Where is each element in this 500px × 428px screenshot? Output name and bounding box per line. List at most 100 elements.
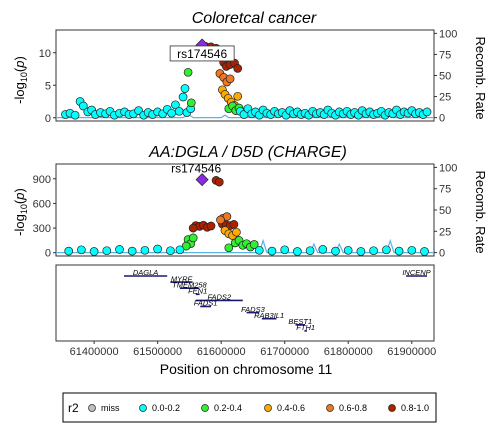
- snp-point: [267, 246, 277, 256]
- snp-point: [407, 245, 417, 255]
- y-tick-label: 10: [39, 48, 51, 60]
- x-tick-label: 61400000: [70, 346, 119, 358]
- gene-label: FADS3: [241, 305, 265, 314]
- snp-point: [254, 245, 264, 255]
- y-tick-label: 600: [33, 198, 51, 210]
- snp-point: [167, 108, 176, 118]
- snp-point: [153, 244, 162, 254]
- panel2-points: [64, 176, 429, 256]
- legend-label: 0.2-0.4: [214, 403, 242, 413]
- x-tick-label: 61700000: [260, 346, 309, 358]
- snp-point: [178, 92, 188, 102]
- panel2-ylabel: -log10(p): [12, 188, 29, 236]
- snp-point: [89, 247, 99, 256]
- snp-point: [280, 245, 290, 255]
- snp-point: [166, 246, 175, 256]
- y-tick-label: 900: [33, 174, 51, 186]
- y2-tick-label: 25: [439, 226, 451, 238]
- y2-tick-label: 100: [439, 162, 457, 174]
- snp-point: [293, 247, 302, 256]
- snp-point: [127, 246, 137, 256]
- gene-label: FTH1: [296, 323, 315, 332]
- legend-swatch: [388, 404, 396, 412]
- snp-point: [78, 101, 88, 111]
- panel1-y2-axis: 0 25 50 75 100: [434, 28, 457, 125]
- x-axis: 61400000 61500000 61600000 61700000 61800000…: [70, 341, 436, 358]
- y2-tick-label: 0: [439, 248, 445, 260]
- panel1-y2label: Recomb. Rate: [473, 36, 488, 119]
- snp-point: [216, 215, 225, 225]
- legend-swatch: [264, 404, 272, 412]
- x-tick-label: 61900000: [387, 346, 436, 358]
- y-tick-label: 5: [45, 80, 51, 92]
- panel2-y2-axis: 0 25 50 75 100: [434, 162, 457, 260]
- snp-point: [369, 246, 378, 256]
- gene-label: TMEM258: [172, 280, 207, 289]
- panel1-points: [61, 41, 432, 120]
- gene-label: BEST1: [288, 317, 312, 326]
- lead-snp-marker: [195, 173, 209, 187]
- y2-tick-label: 25: [439, 92, 451, 104]
- gene-label: FEN1: [188, 287, 207, 296]
- snp-point: [188, 233, 198, 243]
- snp-point: [343, 245, 353, 255]
- legend-label: 0.0-0.2: [152, 403, 180, 413]
- snp-point: [233, 64, 243, 73]
- y2-tick-label: 50: [439, 71, 451, 83]
- y2-tick-label: 100: [439, 28, 457, 40]
- y-tick-label: 0: [45, 113, 51, 125]
- snp-point: [394, 246, 404, 256]
- snp-point: [232, 227, 241, 237]
- panel1-title: Coloretcal cancer: [192, 10, 317, 27]
- snp-point: [140, 245, 150, 255]
- y-tick-label: 300: [33, 223, 51, 235]
- lead-snp-label: rs174546: [177, 47, 227, 61]
- legend-label: 0.6-0.8: [339, 403, 367, 413]
- snp-point: [420, 247, 429, 256]
- snp-point: [356, 247, 366, 256]
- snp-point: [305, 246, 315, 256]
- panel1-y-axis: 0 5 10: [39, 48, 56, 125]
- snp-point: [70, 110, 80, 120]
- snp-point: [174, 106, 184, 116]
- snp-point: [188, 223, 198, 233]
- legend-label: 0.8-1.0: [401, 403, 429, 413]
- legend-label: miss: [101, 403, 120, 413]
- panel1-lead-snp: rs174546: [169, 38, 235, 62]
- legend-title: r2: [68, 401, 79, 415]
- panel2-y-axis: 0 300 600 900: [33, 174, 56, 260]
- svg-text:Recomb. Rate: Recomb. Rate: [473, 36, 488, 119]
- panel2-title: AA:DGLA / D5D (CHARGE): [148, 144, 347, 161]
- y-tick-label: 0: [45, 248, 51, 260]
- y2-tick-label: 75: [439, 49, 451, 61]
- snp-point: [180, 84, 190, 93]
- snp-point: [183, 67, 193, 77]
- gene-label: MYRF: [171, 274, 193, 283]
- snp-point: [225, 74, 235, 84]
- snp-point: [382, 245, 391, 255]
- x-tick-label: 61500000: [133, 346, 182, 358]
- snp-point: [115, 245, 124, 254]
- x-tick-label: 61600000: [197, 346, 246, 358]
- x-axis-label: Position on chromosome 11: [160, 361, 333, 377]
- snp-point: [171, 100, 180, 110]
- recomb-rate-line: [56, 238, 434, 254]
- y2-tick-label: 75: [439, 184, 451, 196]
- snp-point: [233, 91, 243, 101]
- legend-box: [62, 392, 437, 423]
- y2-tick-label: 0: [439, 113, 445, 125]
- svg-text:-log10(p): -log10(p): [12, 56, 29, 104]
- lead-snp-label-box: [169, 45, 235, 62]
- snp-point: [214, 177, 224, 187]
- gene-panel-frame: [55, 264, 435, 342]
- lead-snp-label: rs174546: [171, 162, 221, 176]
- snp-point: [175, 245, 185, 255]
- panel2-lead-snp: rs174546: [171, 162, 221, 187]
- svg-text:-log10(p): -log10(p): [12, 188, 29, 236]
- snp-point: [422, 107, 432, 117]
- legend-swatch: [88, 404, 96, 412]
- legend-swatch: [139, 404, 147, 412]
- gene-label: RAB3IL1: [254, 311, 284, 320]
